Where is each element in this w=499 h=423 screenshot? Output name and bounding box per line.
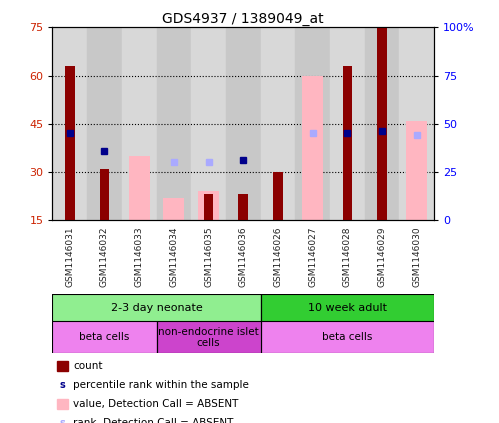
Bar	[129, 156, 150, 220]
Bar	[157, 321, 260, 353]
Text: non-endocrine islet
cells: non-endocrine islet cells	[158, 327, 259, 348]
Text: 10 week adult: 10 week adult	[308, 303, 387, 313]
Bar	[273, 172, 283, 220]
Bar	[122, 27, 157, 220]
Text: 2-3 day neonate: 2-3 day neonate	[111, 303, 203, 313]
Bar	[100, 169, 109, 220]
Bar	[399, 27, 434, 220]
Text: beta cells: beta cells	[79, 332, 130, 342]
Bar	[52, 321, 157, 353]
Bar	[260, 294, 434, 321]
Text: s: s	[60, 418, 66, 423]
Bar	[377, 27, 387, 220]
Text: count: count	[73, 361, 103, 371]
Bar	[226, 27, 260, 220]
Bar	[52, 294, 260, 321]
Bar	[164, 198, 184, 220]
Bar	[157, 27, 191, 220]
Bar	[302, 76, 323, 220]
Bar	[406, 121, 427, 220]
Text: percentile rank within the sample: percentile rank within the sample	[73, 380, 249, 390]
Bar	[260, 321, 434, 353]
Bar	[342, 66, 352, 220]
Text: value, Detection Call = ABSENT: value, Detection Call = ABSENT	[73, 399, 239, 409]
Bar	[365, 27, 399, 220]
Bar	[65, 66, 75, 220]
Bar	[295, 27, 330, 220]
Bar	[191, 27, 226, 220]
Bar	[330, 27, 365, 220]
Text: beta cells: beta cells	[322, 332, 373, 342]
Title: GDS4937 / 1389049_at: GDS4937 / 1389049_at	[163, 12, 324, 27]
Bar	[198, 191, 219, 220]
Bar	[87, 27, 122, 220]
Bar	[260, 27, 295, 220]
Bar	[52, 27, 87, 220]
Text: s: s	[60, 380, 66, 390]
Bar	[204, 194, 214, 220]
Text: rank, Detection Call = ABSENT: rank, Detection Call = ABSENT	[73, 418, 234, 423]
Bar	[239, 194, 248, 220]
